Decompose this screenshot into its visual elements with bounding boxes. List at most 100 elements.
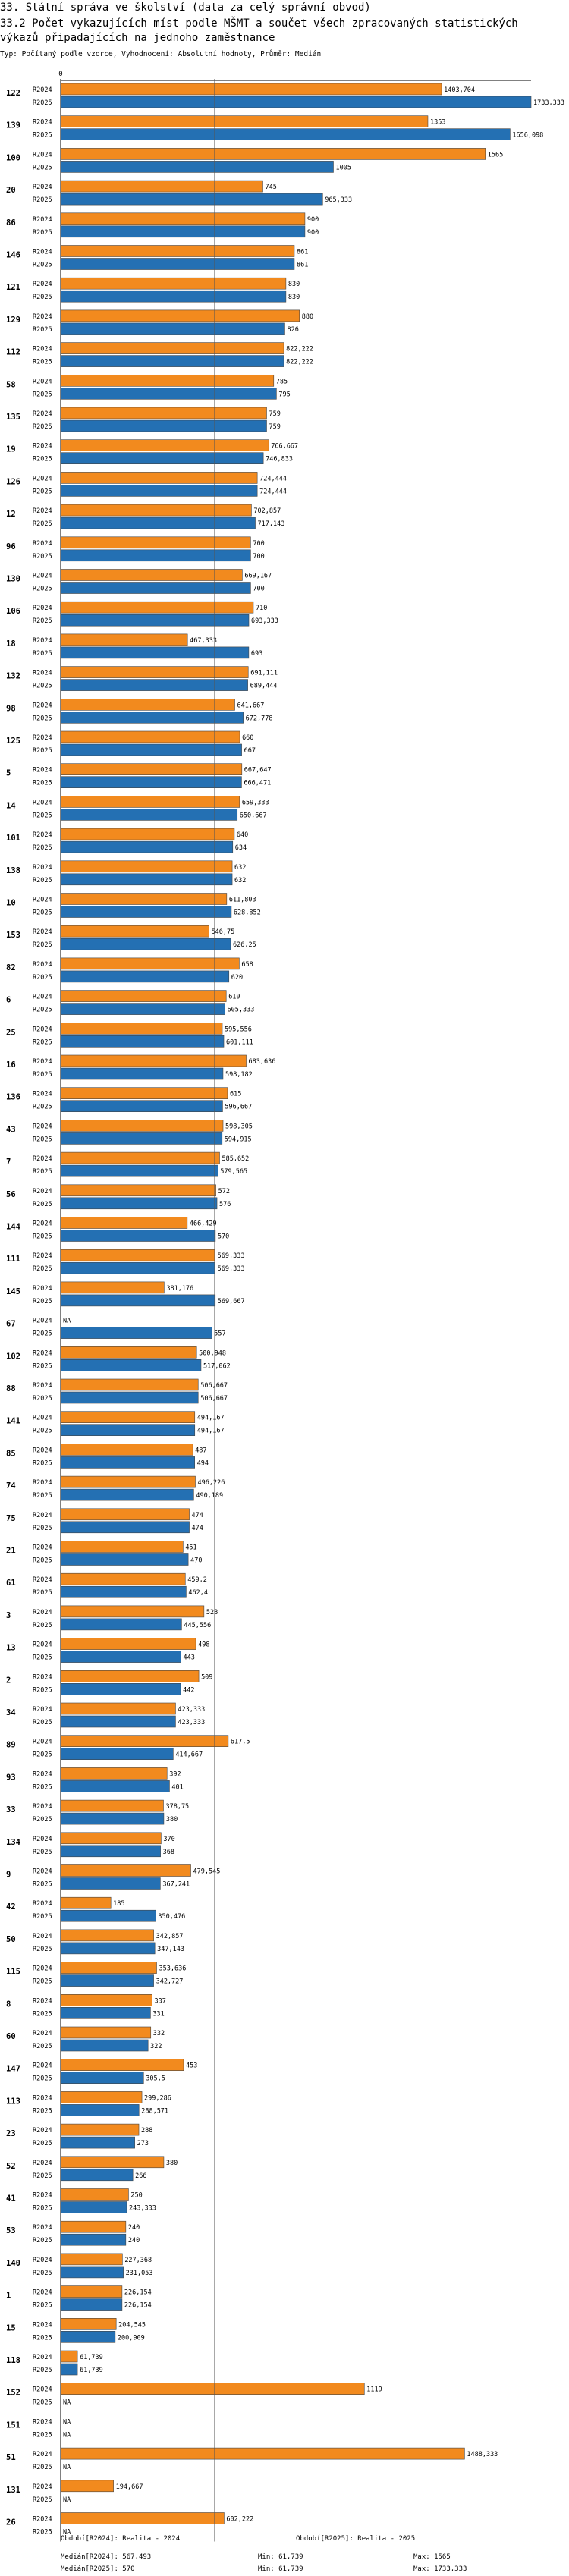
series-label: R2025 bbox=[33, 520, 52, 528]
data-label: 347,143 bbox=[157, 1946, 184, 1953]
group-label: 151 bbox=[6, 2420, 20, 2430]
data-label: 226,154 bbox=[124, 2289, 152, 2297]
data-label: 822,222 bbox=[286, 346, 313, 353]
group-label: 112 bbox=[6, 348, 20, 357]
bar-r2025 bbox=[60, 873, 233, 886]
bar-r2025 bbox=[60, 2233, 127, 2246]
bar-r2024 bbox=[60, 698, 235, 711]
series-label: R2024 bbox=[33, 151, 52, 159]
group-label: 74 bbox=[6, 1481, 16, 1491]
group-label: 113 bbox=[6, 2097, 20, 2106]
bar-r2025 bbox=[60, 1553, 189, 1566]
group-label: 33 bbox=[6, 1805, 16, 1814]
bar-r2025 bbox=[60, 1812, 165, 1825]
data-label: 759 bbox=[269, 423, 280, 431]
series-label: R2025 bbox=[33, 326, 52, 334]
bar-r2024 bbox=[60, 1864, 191, 1877]
series-label: R2025 bbox=[33, 747, 52, 755]
data-label: 498 bbox=[198, 1641, 209, 1649]
bar-r2024 bbox=[60, 2059, 184, 2071]
group-label: 12 bbox=[6, 510, 16, 519]
bar-r2025 bbox=[60, 2039, 149, 2052]
series-label: R2024 bbox=[33, 184, 52, 191]
series-label: R2024 bbox=[33, 702, 52, 709]
series-label: R2024 bbox=[33, 1544, 52, 1552]
data-label: 660 bbox=[242, 734, 253, 742]
bar-r2025 bbox=[60, 1877, 161, 1890]
bar-r2025 bbox=[60, 2331, 116, 2343]
bar-r2025 bbox=[60, 452, 264, 465]
bar-r2024 bbox=[60, 2123, 140, 2136]
data-label: 414,667 bbox=[175, 1751, 203, 1759]
data-label: 288,571 bbox=[141, 2107, 168, 2115]
series-label: R2025 bbox=[33, 1459, 52, 1467]
group-label: 129 bbox=[6, 316, 20, 325]
bar-r2025 bbox=[60, 2007, 151, 2019]
series-label: R2025 bbox=[33, 423, 52, 431]
data-label: 861 bbox=[297, 249, 308, 256]
data-label: 634 bbox=[235, 844, 247, 852]
group-label: 7 bbox=[6, 1158, 11, 1167]
data-label: 1403,704 bbox=[444, 86, 475, 94]
series-label: R2025 bbox=[33, 1298, 52, 1305]
data-label: 194,667 bbox=[116, 2483, 143, 2491]
group-label: 8 bbox=[6, 2000, 11, 2009]
bar-r2024 bbox=[60, 1670, 200, 1682]
data-label: 496,226 bbox=[197, 1479, 225, 1487]
bar-r2024 bbox=[60, 828, 235, 840]
data-label: 479,545 bbox=[193, 1868, 221, 1876]
series-label: R2024 bbox=[33, 1447, 52, 1454]
series-label: R2024 bbox=[33, 1058, 52, 1066]
data-label: 322 bbox=[150, 2043, 162, 2050]
data-label: 569,333 bbox=[218, 1265, 245, 1273]
series-label: R2025 bbox=[33, 683, 52, 690]
group-label: 52 bbox=[6, 2162, 16, 2171]
data-label: 594,915 bbox=[225, 1136, 252, 1143]
group-label: 106 bbox=[6, 607, 20, 616]
data-label: 494,167 bbox=[197, 1428, 225, 1435]
bar-r2025 bbox=[60, 1845, 161, 1858]
series-label: R2025 bbox=[33, 844, 52, 852]
data-label: 691,111 bbox=[250, 670, 278, 677]
series-label: R2024 bbox=[33, 605, 52, 612]
data-label: 474 bbox=[192, 1512, 203, 1519]
bar-r2025 bbox=[60, 2363, 78, 2376]
bar-r2025 bbox=[60, 1683, 181, 1695]
bar-r2024 bbox=[60, 2026, 152, 2039]
group-label: 3 bbox=[6, 1611, 11, 1620]
data-label: 305,5 bbox=[146, 2075, 165, 2083]
group-label: 132 bbox=[6, 672, 20, 681]
data-label: NA bbox=[63, 2464, 71, 2471]
data-label: 451 bbox=[185, 1544, 196, 1552]
data-label: 626,25 bbox=[233, 941, 256, 949]
bar-r2025 bbox=[60, 1456, 196, 1469]
bar-r2025 bbox=[60, 96, 532, 108]
footer-max-2025: Max: 1733,333 bbox=[413, 2565, 467, 2573]
footer-period-2025: Období[R2025]: Realita - 2025 bbox=[296, 2535, 416, 2543]
series-label: R2024 bbox=[33, 1706, 52, 1714]
bar-r2024 bbox=[60, 148, 486, 160]
data-label: 367,241 bbox=[162, 1881, 190, 1889]
series-label: R2024 bbox=[33, 670, 52, 677]
data-label: 368 bbox=[163, 1849, 174, 1856]
series-label: R2025 bbox=[33, 1330, 52, 1338]
bar-r2025 bbox=[60, 1391, 199, 1404]
data-label: 61,739 bbox=[80, 2354, 103, 2361]
group-label: 100 bbox=[6, 153, 20, 162]
data-label: 611,803 bbox=[229, 897, 256, 904]
series-label: R2024 bbox=[33, 1091, 52, 1098]
bar-r2025 bbox=[60, 1327, 212, 1339]
data-label: 693,333 bbox=[251, 617, 278, 625]
series-label: R2025 bbox=[33, 1168, 52, 1176]
series-label: R2024 bbox=[33, 2127, 52, 2135]
series-label: R2025 bbox=[33, 1201, 52, 1208]
group-label: 89 bbox=[6, 1741, 16, 1750]
series-label: R2025 bbox=[33, 1557, 52, 1565]
series-label: R2024 bbox=[33, 1641, 52, 1649]
bar-r2024 bbox=[60, 1151, 220, 1164]
data-label: NA bbox=[63, 2418, 71, 2426]
series-label: R2024 bbox=[33, 2062, 52, 2070]
data-label: 353,636 bbox=[159, 1965, 186, 1973]
series-label: R2025 bbox=[33, 1622, 52, 1629]
